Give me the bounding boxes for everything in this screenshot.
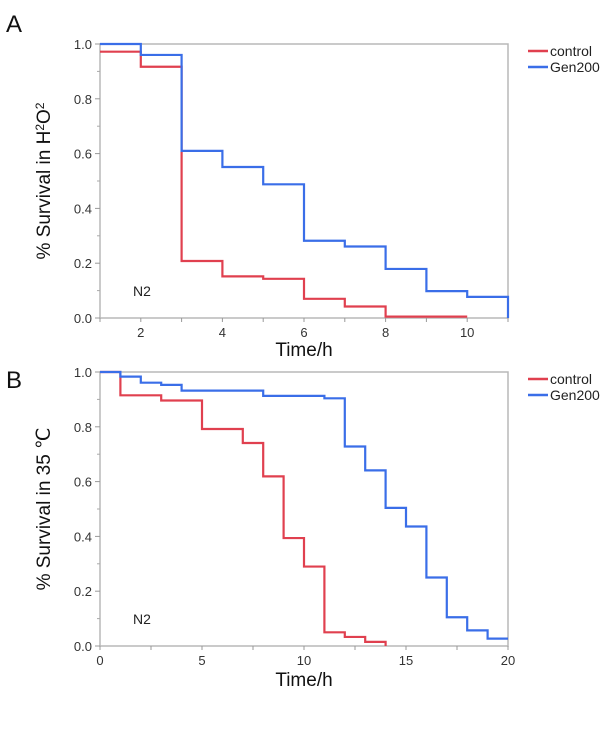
x-tick-label: 10 [297, 653, 311, 668]
y-tick-label: 1.0 [74, 365, 92, 380]
legend-label: control [550, 371, 592, 387]
y-tick-label: 0.0 [74, 639, 92, 654]
panel-a: A 0.0 0.2 0.4 0.6 0.8 1.0 2 4 6 8 10 Time/h % Surviva… [6, 11, 600, 361]
x-tick-label: 8 [382, 325, 389, 340]
y-axis-label: % Survival in H2O2 [33, 102, 55, 259]
strain-annotation: N2 [133, 283, 151, 299]
series-line-control [100, 370, 387, 646]
y-tick-label: 0.6 [74, 147, 92, 162]
y-tick-label: 0.8 [74, 420, 92, 435]
legend-label: control [550, 43, 592, 59]
x-tick-label: 2 [137, 325, 144, 340]
panel-b: B 0.0 0.2 0.4 0.6 0.8 1.0 0 5 10 15 20 Time/h % Survi… [6, 365, 600, 691]
series-line-gen200 [100, 42, 510, 318]
y-tick-label: 1.0 [74, 37, 92, 52]
x-axis-label: Time/h [275, 670, 332, 691]
x-tick-label: 15 [399, 653, 413, 668]
x-tick-label: 4 [219, 325, 226, 340]
y-tick-label: 0.8 [74, 92, 92, 107]
x-tick-label: 6 [300, 325, 307, 340]
plot-frame [99, 43, 509, 319]
panel-label: A [6, 11, 22, 38]
y-tick-label: 0.2 [74, 256, 92, 271]
y-axis-label: % Survival in 35 ℃ [34, 428, 55, 591]
x-tick-label: 20 [501, 653, 515, 668]
legend-label: Gen200 [550, 59, 600, 75]
x-tick-label: 10 [460, 325, 474, 340]
y-tick-label: 0.4 [74, 529, 92, 544]
y-tick-label: 0.0 [74, 311, 92, 326]
y-tick-label: 0.2 [74, 584, 92, 599]
x-tick-label: 0 [96, 653, 103, 668]
y-tick-label: 0.6 [74, 475, 92, 490]
x-axis-label: Time/h [275, 340, 332, 361]
series-line-control [100, 50, 468, 318]
panel-label: B [6, 367, 22, 394]
series-line-gen200 [100, 370, 508, 640]
y-tick-label: 0.4 [74, 201, 92, 216]
x-tick-label: 5 [198, 653, 205, 668]
legend-label: Gen200 [550, 387, 600, 403]
strain-annotation: N2 [133, 611, 151, 627]
